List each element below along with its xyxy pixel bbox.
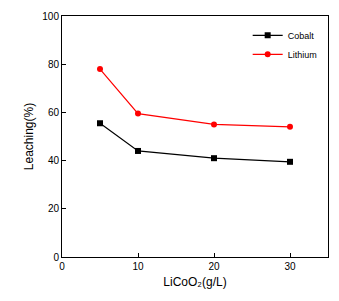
svg-text:30: 30 — [284, 261, 296, 272]
svg-text:40: 40 — [48, 155, 60, 166]
svg-text:Cobalt: Cobalt — [288, 31, 315, 41]
svg-text:0: 0 — [53, 252, 59, 263]
svg-text:80: 80 — [48, 59, 60, 70]
svg-text:LiCoO₂(g/L): LiCoO₂(g/L) — [163, 275, 226, 289]
svg-text:20: 20 — [48, 203, 60, 214]
svg-text:100: 100 — [42, 11, 59, 22]
svg-text:60: 60 — [48, 107, 60, 118]
svg-text:10: 10 — [132, 261, 144, 272]
svg-text:0: 0 — [59, 261, 65, 272]
svg-text:20: 20 — [208, 261, 220, 272]
svg-text:Leaching(%): Leaching(%) — [22, 103, 36, 170]
svg-text:Lithium: Lithium — [288, 50, 317, 60]
